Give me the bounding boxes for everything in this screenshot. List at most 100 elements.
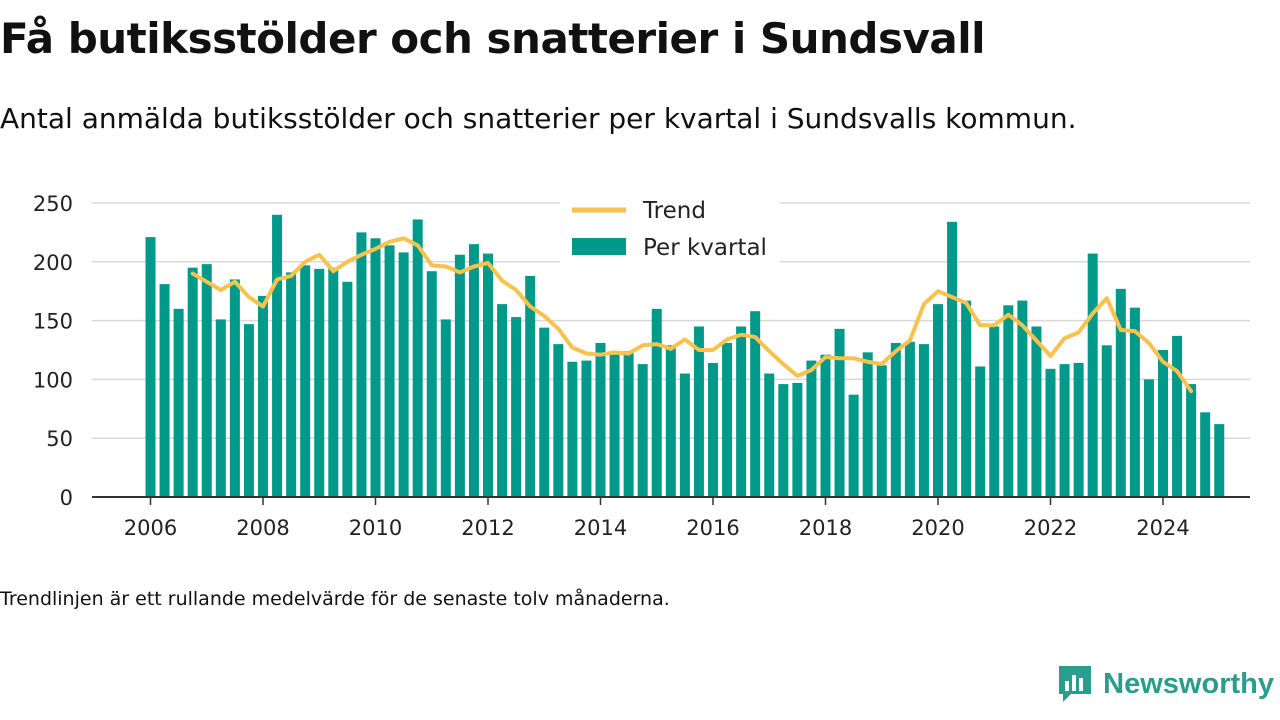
bar [876, 365, 887, 497]
bar [623, 351, 634, 497]
bar [258, 295, 268, 497]
bar [398, 252, 409, 497]
brand-name: Newsworthy [1103, 667, 1274, 700]
bar [778, 384, 789, 497]
x-tick-label: 2010 [349, 516, 402, 540]
bar [454, 254, 465, 497]
bar [890, 342, 901, 497]
bar [300, 265, 311, 497]
bar [1073, 362, 1084, 497]
bar [215, 319, 226, 497]
bar [665, 345, 676, 497]
bar [918, 344, 929, 497]
bar [1158, 350, 1168, 497]
bar [173, 308, 184, 497]
bar [145, 237, 156, 497]
bar [356, 232, 367, 497]
bar [159, 284, 170, 497]
x-tick-label: 2022 [1024, 516, 1077, 540]
x-tick-label: 2020 [911, 516, 964, 540]
trend-line [190, 236, 1194, 394]
bar [1186, 384, 1197, 497]
x-tick-label: 2006 [124, 516, 177, 540]
bar [693, 326, 704, 497]
y-tick-label: 50 [46, 427, 73, 451]
chart-title: Få butiksstölder och snatterier i Sundsv… [0, 14, 986, 63]
bar [1172, 335, 1183, 497]
legend-bar-swatch [572, 238, 626, 255]
bar [961, 300, 972, 497]
legend: Trend Per kvartal [560, 188, 780, 268]
x-tick-label: 2018 [799, 516, 852, 540]
bar [229, 279, 240, 497]
bar [243, 324, 254, 497]
y-tick-label: 0 [60, 486, 73, 510]
bar [272, 214, 283, 497]
bar [806, 360, 817, 497]
x-tick-label: 2016 [686, 516, 739, 540]
x-tick-label: 2014 [574, 516, 627, 540]
bar [1031, 326, 1042, 497]
bar [1101, 345, 1112, 497]
x-tick-label: 2012 [461, 516, 514, 540]
bar [989, 326, 1000, 497]
bar [412, 219, 423, 498]
bar [1200, 412, 1211, 497]
bar [792, 382, 803, 497]
bar [567, 361, 578, 497]
bar [820, 354, 831, 497]
bar [609, 354, 620, 497]
bar [342, 281, 353, 497]
bar [848, 394, 859, 497]
bar [862, 352, 873, 497]
chart-subtitle: Antal anmälda butiksstölder och snatteri… [0, 102, 1077, 135]
bar [440, 319, 451, 497]
legend-label-trend: Trend [642, 198, 706, 224]
footnote: Trendlinjen är ett rullande medelvärde f… [0, 588, 670, 610]
bar [834, 328, 845, 497]
bar [553, 344, 564, 497]
bar [736, 326, 747, 497]
bar [384, 245, 395, 497]
bar [525, 275, 536, 497]
x-tick-label: 2024 [1136, 516, 1189, 540]
y-tick-label: 150 [33, 310, 73, 334]
bar [539, 327, 550, 497]
bar [581, 360, 592, 497]
bar [483, 253, 493, 497]
y-tick-label: 250 [33, 192, 73, 216]
bar [750, 311, 761, 497]
bar [651, 308, 662, 497]
bar [370, 238, 381, 497]
y-axis-ticks: 0 50 100 150 200 250 [33, 192, 73, 510]
bar [286, 272, 297, 497]
bar [1017, 300, 1028, 497]
legend-label-per-kvartal: Per kvartal [643, 235, 767, 261]
bar [904, 341, 915, 497]
brand-logo: Newsworthy [1057, 664, 1274, 704]
bar [511, 317, 522, 497]
bar [679, 373, 690, 497]
bar [1003, 305, 1014, 497]
bar [201, 264, 212, 497]
bar-chart-speech-bubble-icon [1059, 666, 1092, 702]
bar [1045, 368, 1056, 497]
x-tick-label: 2008 [236, 516, 289, 540]
bar [975, 366, 986, 497]
bar [497, 304, 508, 497]
y-tick-label: 200 [33, 251, 73, 275]
bar [947, 221, 958, 498]
bar [1214, 424, 1225, 497]
bar [1087, 253, 1098, 497]
bar [468, 244, 479, 497]
bar [1059, 364, 1070, 497]
bar [1143, 379, 1154, 497]
bar [328, 267, 339, 497]
bar [933, 304, 943, 497]
bar [637, 364, 648, 497]
bar [595, 342, 606, 497]
bar [764, 373, 775, 497]
bar [708, 362, 718, 497]
y-tick-label: 100 [33, 368, 73, 392]
